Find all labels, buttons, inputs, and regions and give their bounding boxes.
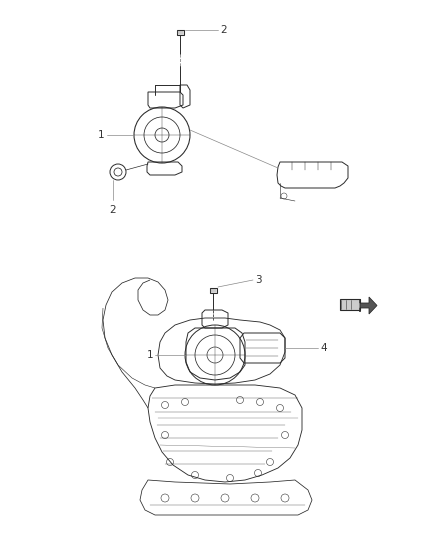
Text: 2: 2 [220,25,226,35]
Bar [340,299,360,310]
Text: 1: 1 [97,130,104,140]
Text: 4: 4 [320,343,327,353]
Bar [209,287,216,293]
Text: 1: 1 [146,350,153,360]
Text: 3: 3 [255,275,261,285]
Polygon shape [360,297,377,314]
Text: 2: 2 [110,205,117,215]
Bar [177,29,184,35]
